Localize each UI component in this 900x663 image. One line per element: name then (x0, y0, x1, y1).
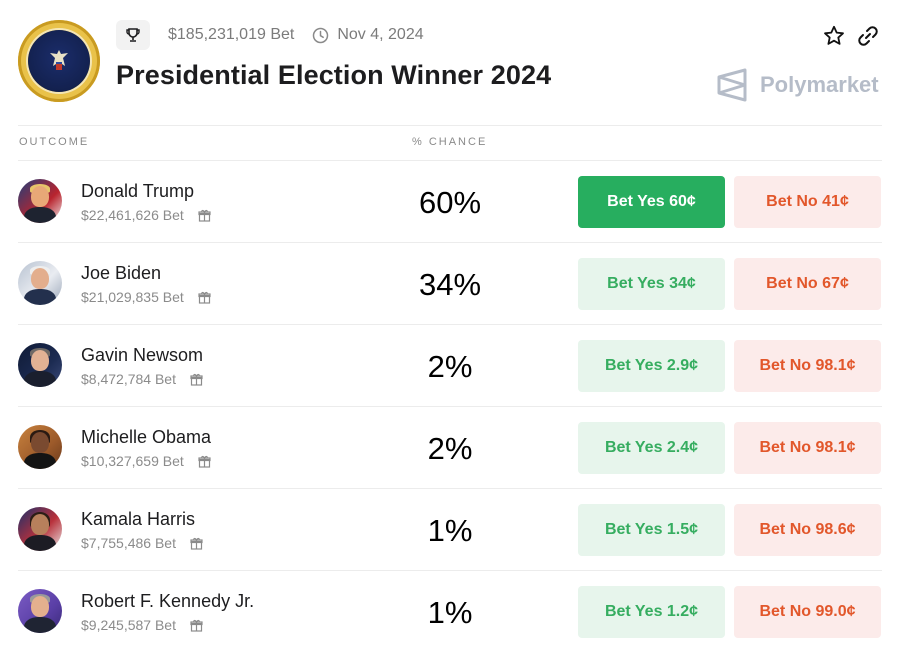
bet-no-button[interactable]: Bet No 99.0¢ (734, 586, 881, 638)
bet-no-button[interactable]: Bet No 98.1¢ (734, 422, 881, 474)
bet-yes-button[interactable]: Bet Yes 1.5¢ (578, 504, 725, 556)
row-divider (18, 242, 882, 243)
total-volume: $185,231,019 Bet (168, 26, 295, 43)
outcome-row: Michelle Obama $10,327,659 Bet 2% Bet Ye… (18, 407, 882, 489)
favorite-star-icon[interactable] (822, 24, 846, 48)
gift-icon[interactable] (190, 537, 203, 550)
candidate-avatar (18, 507, 62, 551)
gift-icon[interactable] (198, 455, 211, 468)
header-divider (18, 125, 882, 126)
outcome-volume: $8,472,784 Bet (81, 371, 176, 387)
row-divider (18, 324, 882, 325)
bet-yes-button[interactable]: Bet Yes 2.9¢ (578, 340, 725, 392)
candidate-name[interactable]: Kamala Harris (81, 509, 196, 529)
presidential-seal-logo (18, 20, 100, 102)
polymarket-logo[interactable]: Polymarket (716, 68, 879, 102)
outcome-row: Robert F. Kennedy Jr. $9,245,587 Bet 1% … (18, 571, 882, 653)
polymarket-logo-icon (717, 68, 747, 102)
trophy-icon (126, 28, 140, 42)
bet-no-button[interactable]: Bet No 67¢ (734, 258, 881, 310)
outcome-chance: 1% (427, 595, 473, 630)
outcome-chance: 60% (418, 185, 482, 220)
candidate-avatar (18, 343, 62, 387)
bet-no-button[interactable]: Bet No 98.1¢ (734, 340, 881, 392)
bet-yes-button[interactable]: Bet Yes 2.4¢ (578, 422, 725, 474)
outcome-row: Kamala Harris $7,755,486 Bet 1% Bet Yes … (18, 489, 882, 571)
page-title: Presidential Election Winner 2024 (116, 60, 552, 90)
outcome-row: Joe Biden $21,029,835 Bet 34% Bet Yes 34… (18, 243, 882, 325)
outcome-chance: 2% (427, 431, 473, 466)
candidate-name[interactable]: Michelle Obama (81, 427, 212, 447)
market-header: $185,231,019 Bet Nov 4, 2024 Presidentia… (0, 0, 900, 125)
bet-yes-button[interactable]: Bet Yes 1.2¢ (578, 586, 725, 638)
outcome-row: Donald Trump $22,461,626 Bet 60% Bet Yes… (18, 161, 882, 243)
outcome-column-header: OUTCOME (19, 136, 90, 148)
candidate-name[interactable]: Donald Trump (81, 181, 195, 201)
candidate-avatar (18, 179, 62, 223)
bet-yes-button[interactable]: Bet Yes 60¢ (578, 176, 725, 228)
clock-icon (312, 27, 329, 44)
row-divider (18, 570, 882, 571)
row-divider (18, 488, 882, 489)
end-date: Nov 4, 2024 (337, 26, 424, 43)
bet-no-button[interactable]: Bet No 41¢ (734, 176, 881, 228)
outcome-volume: $9,245,587 Bet (81, 617, 176, 633)
candidate-avatar (18, 261, 62, 305)
outcome-volume: $7,755,486 Bet (81, 535, 176, 551)
table-head-divider (18, 160, 882, 161)
outcome-row: Gavin Newsom $8,472,784 Bet 2% Bet Yes 2… (18, 325, 882, 407)
trophy-button[interactable] (116, 20, 150, 50)
outcome-volume: $10,327,659 Bet (81, 453, 184, 469)
brand-name: Polymarket (760, 72, 879, 97)
gift-icon[interactable] (190, 373, 203, 386)
gift-icon[interactable] (190, 619, 203, 632)
chance-column-header: % CHANCE (412, 136, 488, 148)
outcome-chance: 2% (427, 349, 473, 384)
outcome-chance: 1% (427, 513, 473, 548)
outcome-volume: $22,461,626 Bet (81, 207, 184, 223)
gift-icon[interactable] (198, 209, 211, 222)
candidate-avatar (18, 425, 62, 469)
market-meta: $185,231,019 Bet Nov 4, 2024 (116, 20, 424, 50)
outcome-volume: $21,029,835 Bet (81, 289, 184, 305)
eagle-icon (50, 50, 68, 70)
copy-link-icon[interactable] (856, 24, 880, 48)
candidate-name[interactable]: Gavin Newsom (81, 345, 204, 365)
bet-yes-button[interactable]: Bet Yes 34¢ (578, 258, 725, 310)
candidate-name[interactable]: Robert F. Kennedy Jr. (81, 591, 255, 611)
row-divider (18, 406, 882, 407)
candidate-avatar (18, 589, 62, 633)
bet-no-button[interactable]: Bet No 98.6¢ (734, 504, 881, 556)
gift-icon[interactable] (198, 291, 211, 304)
candidate-name[interactable]: Joe Biden (81, 263, 162, 283)
outcome-chance: 34% (418, 267, 482, 302)
